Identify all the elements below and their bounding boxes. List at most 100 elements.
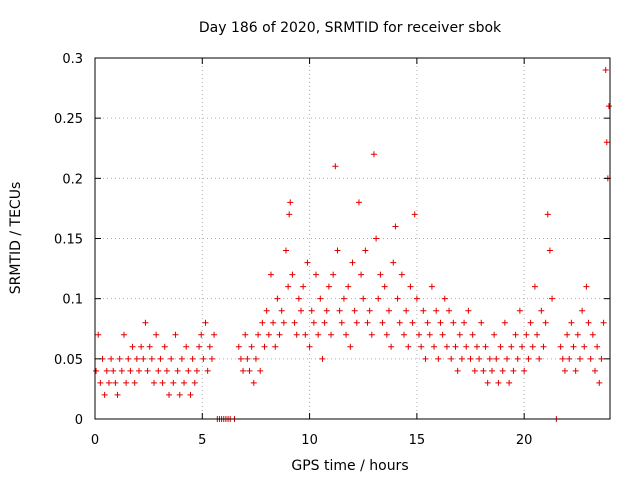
data-point	[443, 343, 450, 350]
data-point	[278, 307, 285, 314]
data-point	[525, 355, 532, 362]
data-point	[428, 283, 435, 290]
y-tick-label: 0.25	[54, 112, 83, 127]
y-tick-label: 0.1	[62, 293, 83, 308]
data-point	[463, 343, 470, 350]
data-point	[418, 343, 425, 350]
data-point	[340, 295, 347, 302]
data-point	[559, 355, 566, 362]
data-point	[304, 259, 311, 266]
data-point	[603, 139, 610, 146]
data-point	[596, 379, 603, 386]
data-point	[146, 343, 153, 350]
data-point	[529, 343, 536, 350]
data-point	[448, 355, 455, 362]
data-point	[383, 331, 390, 338]
data-point	[144, 367, 151, 374]
data-point	[181, 379, 188, 386]
data-point	[497, 343, 504, 350]
data-point	[110, 367, 117, 374]
data-point	[461, 319, 468, 326]
y-tick-label: 0.2	[62, 172, 83, 187]
data-point	[471, 367, 478, 374]
data-point	[534, 331, 541, 338]
data-point	[328, 331, 335, 338]
y-tick-label: 0.15	[54, 233, 83, 248]
data-point	[499, 367, 506, 374]
data-point	[379, 319, 386, 326]
data-point	[334, 247, 341, 254]
data-point	[362, 247, 369, 254]
data-point	[138, 343, 145, 350]
x-tick-label: 5	[198, 433, 206, 448]
data-point	[187, 391, 194, 398]
data-point	[313, 271, 320, 278]
data-point	[568, 319, 575, 326]
data-point	[394, 295, 401, 302]
data-point	[204, 367, 211, 374]
data-point	[166, 391, 173, 398]
data-point	[240, 367, 247, 374]
data-point	[491, 331, 498, 338]
data-point	[536, 355, 543, 362]
data-point	[576, 355, 583, 362]
data-point	[388, 343, 395, 350]
data-point	[295, 295, 302, 302]
data-point	[351, 307, 358, 314]
x-tick-label: 0	[91, 433, 99, 448]
data-point	[542, 319, 549, 326]
data-point	[546, 247, 553, 254]
data-point	[323, 307, 330, 314]
data-point	[557, 343, 564, 350]
data-point	[95, 331, 102, 338]
y-tick-label: 0	[75, 413, 83, 428]
data-point	[508, 343, 515, 350]
data-point	[191, 379, 198, 386]
data-point	[125, 355, 132, 362]
data-point	[237, 355, 244, 362]
data-point	[280, 319, 287, 326]
data-point	[523, 331, 530, 338]
data-point	[581, 343, 588, 350]
data-point	[118, 367, 125, 374]
data-point	[116, 355, 123, 362]
data-point	[591, 367, 598, 374]
data-point	[183, 343, 190, 350]
data-point	[153, 331, 160, 338]
data-point	[261, 343, 268, 350]
data-point	[506, 379, 513, 386]
data-point	[163, 367, 170, 374]
data-point	[336, 307, 343, 314]
data-point	[250, 379, 257, 386]
data-point	[364, 319, 371, 326]
data-point	[431, 343, 438, 350]
data-point	[248, 343, 255, 350]
data-point	[140, 355, 147, 362]
data-point	[293, 331, 300, 338]
data-point	[308, 307, 315, 314]
data-point	[287, 199, 294, 206]
data-point	[413, 295, 420, 302]
data-point	[103, 367, 110, 374]
data-point	[148, 355, 155, 362]
data-point	[549, 295, 556, 302]
x-tick-label: 20	[516, 433, 533, 448]
data-point	[286, 211, 293, 218]
data-point	[208, 355, 215, 362]
data-point	[347, 343, 354, 350]
data-point	[585, 319, 592, 326]
data-point	[566, 355, 573, 362]
data-point	[452, 343, 459, 350]
data-point	[574, 331, 581, 338]
data-point	[198, 331, 205, 338]
data-point	[403, 307, 410, 314]
data-point	[159, 379, 166, 386]
data-point	[407, 283, 414, 290]
data-point	[270, 319, 277, 326]
data-point	[189, 355, 196, 362]
data-point	[267, 271, 274, 278]
chart-title: Day 186 of 2020, SRMTID for receiver sbo…	[199, 20, 502, 36]
data-point	[349, 259, 356, 266]
data-point	[157, 355, 164, 362]
axis-ticks	[94, 57, 610, 420]
